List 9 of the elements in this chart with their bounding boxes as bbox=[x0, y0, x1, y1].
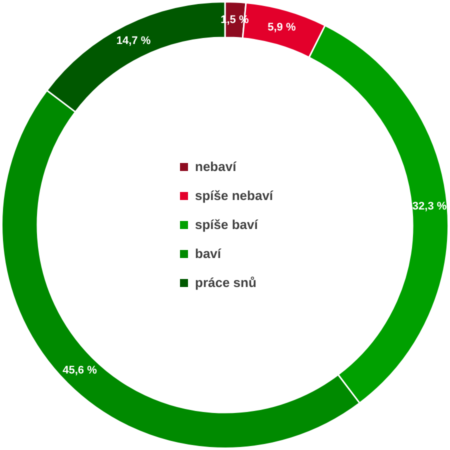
data-label: 45,6 % bbox=[62, 364, 98, 376]
legend-label: baví bbox=[195, 246, 222, 261]
data-label: 14,7 % bbox=[116, 35, 151, 48]
legend-label: spíše baví bbox=[195, 217, 258, 232]
data-label: 5,9 % bbox=[268, 22, 296, 34]
legend-label: nebaví bbox=[195, 159, 236, 174]
data-label: 32,3 % bbox=[412, 200, 447, 212]
legend-label: práce snů bbox=[195, 275, 256, 290]
legend-label: spíše nebaví bbox=[195, 188, 274, 203]
